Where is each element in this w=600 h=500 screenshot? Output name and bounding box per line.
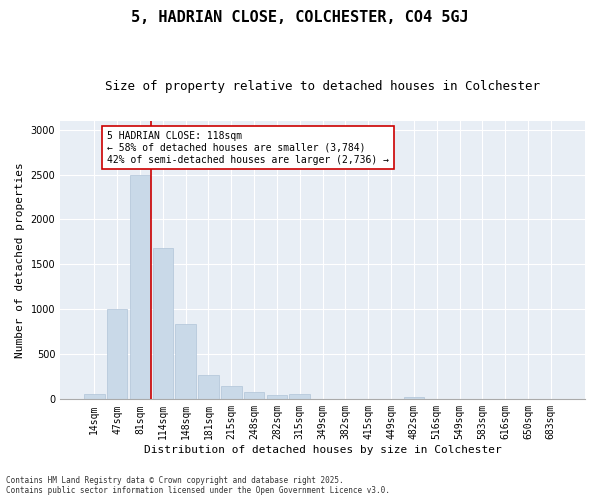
Bar xyxy=(221,386,242,400)
Bar xyxy=(404,396,424,400)
Text: Contains HM Land Registry data © Crown copyright and database right 2025.
Contai: Contains HM Land Registry data © Crown c… xyxy=(6,476,390,495)
Text: 5 HADRIAN CLOSE: 118sqm
← 58% of detached houses are smaller (3,784)
42% of semi: 5 HADRIAN CLOSE: 118sqm ← 58% of detache… xyxy=(107,132,389,164)
Bar xyxy=(244,392,265,400)
Y-axis label: Number of detached properties: Number of detached properties xyxy=(15,162,25,358)
X-axis label: Distribution of detached houses by size in Colchester: Distribution of detached houses by size … xyxy=(144,445,502,455)
Bar xyxy=(266,395,287,400)
Text: 5, HADRIAN CLOSE, COLCHESTER, CO4 5GJ: 5, HADRIAN CLOSE, COLCHESTER, CO4 5GJ xyxy=(131,10,469,25)
Bar xyxy=(130,174,150,400)
Bar xyxy=(289,394,310,400)
Bar xyxy=(175,324,196,400)
Bar xyxy=(152,248,173,400)
Bar xyxy=(84,394,104,400)
Bar xyxy=(107,310,127,400)
Bar xyxy=(198,375,219,400)
Title: Size of property relative to detached houses in Colchester: Size of property relative to detached ho… xyxy=(105,80,540,93)
